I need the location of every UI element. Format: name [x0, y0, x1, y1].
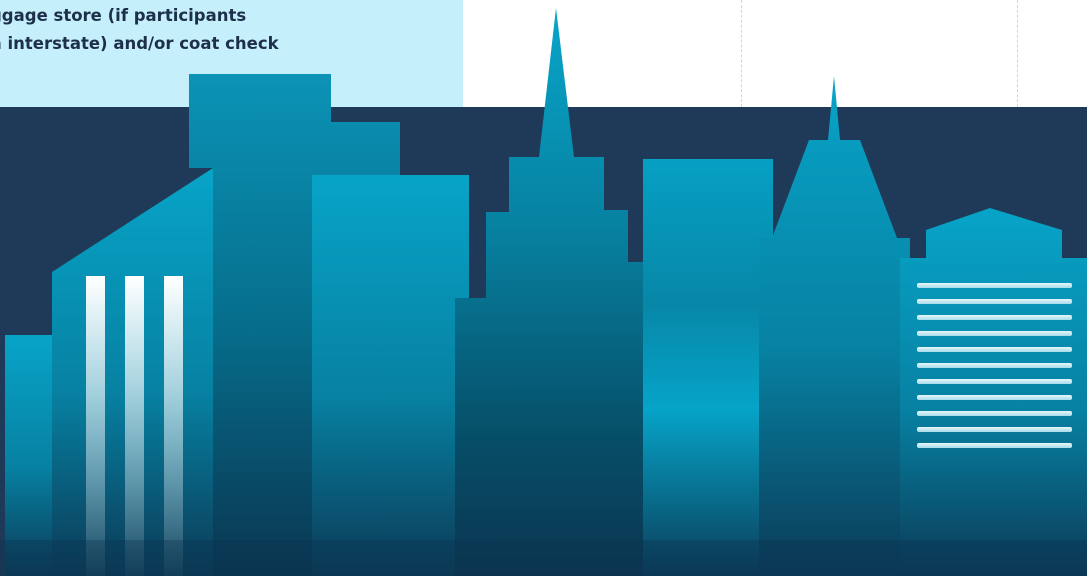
window-column [86, 276, 105, 576]
building-wide-block [643, 159, 773, 576]
grid-divider [741, 0, 742, 107]
grid-divider [1017, 0, 1018, 107]
building-spire-tower [455, 8, 660, 576]
building-pointed-tower [759, 76, 910, 576]
building-mid-block [312, 175, 469, 576]
info-text: ggage store (if participants n interstat… [0, 2, 410, 58]
info-text-line-2: n interstate) and/or coat check [0, 34, 279, 53]
building-striped [900, 208, 1087, 576]
window-column [164, 276, 183, 576]
ground-shadow [0, 540, 1087, 576]
building-slanted-roof [5, 168, 213, 576]
info-text-line-1: ggage store (if participants [0, 6, 247, 25]
window-column [125, 276, 144, 576]
window-stripes [917, 283, 1072, 448]
